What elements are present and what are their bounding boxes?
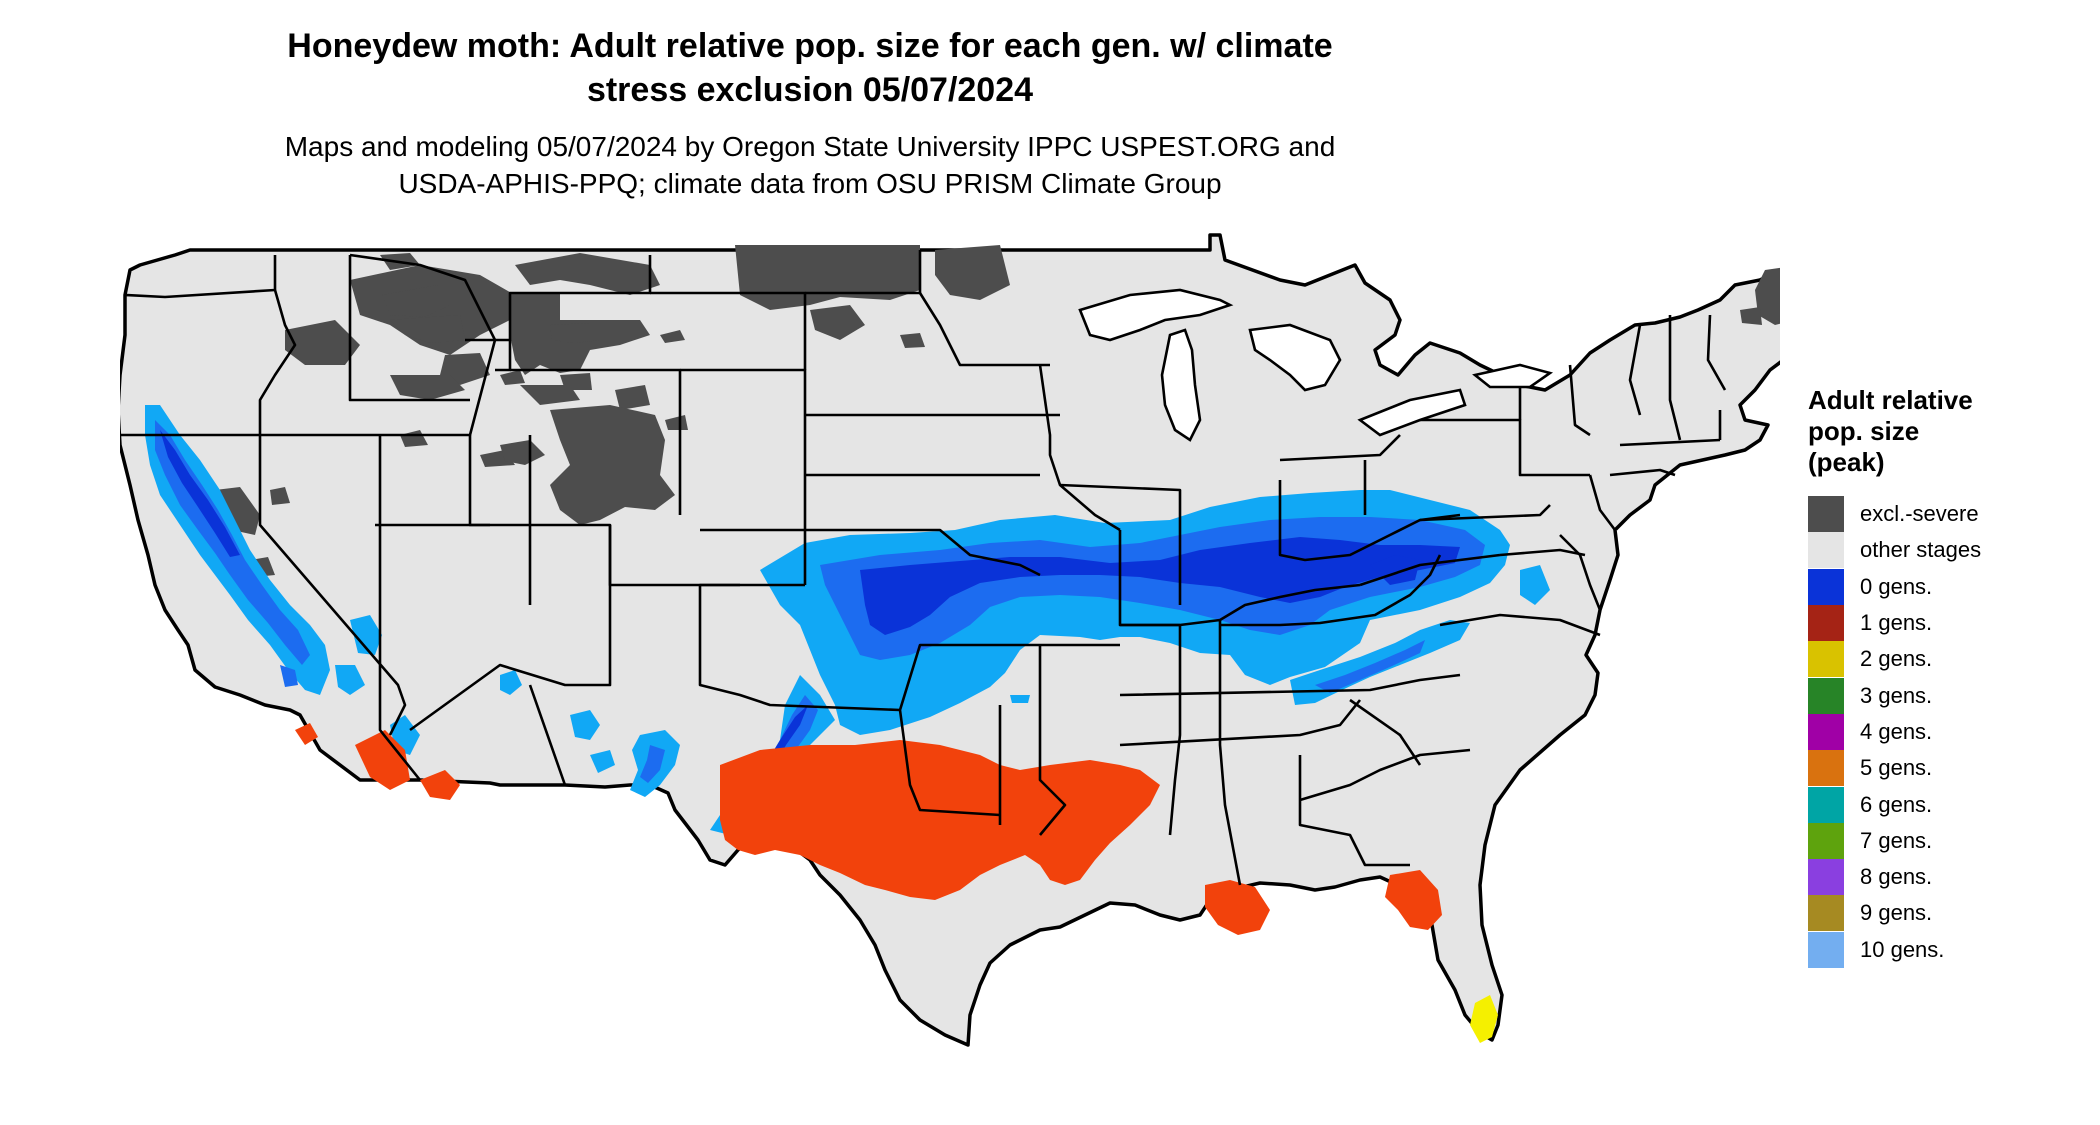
legend-title-line-1: Adult relative [1808,385,1973,415]
map-legend: Adult relative pop. size (peak) excl.-se… [1808,385,2088,968]
legend-title: Adult relative pop. size (peak) [1808,385,2088,478]
legend-item: 3 gens. [1808,677,2088,714]
south-florida-yellow-zone [1470,995,1498,1043]
legend-label: 7 gens. [1860,827,1933,853]
exclusion-zones [285,245,1780,467]
legend-swatch [1808,750,1844,787]
state-borders [120,250,1727,886]
legend-item: 0 gens. [1808,568,2088,605]
legend-label: 0 gens. [1860,573,1933,599]
gulf-coast-orange-zones [295,723,1442,935]
legend-swatch [1808,786,1844,823]
legend-item: 5 gens. [1808,750,2088,787]
legend-label: other stages [1860,537,1982,563]
legend-label: excl.-severe [1860,501,1979,527]
map-subtitle-line-2: USDA-APHIS-PPQ; climate data from OSU PR… [398,168,1222,199]
legend-item: 6 gens. [1808,786,2088,823]
legend-swatch [1808,532,1844,569]
us-population-map [120,233,1780,1047]
great-lakes [1078,288,1554,442]
legend-item: other stages [1808,532,2088,569]
appalachian-blue-zones [1290,565,1550,705]
legend-item: excl.-severe [1808,496,2088,533]
legend-label: 9 gens. [1860,900,1933,926]
legend-item: 4 gens. [1808,713,2088,750]
legend-item: 10 gens. [1808,931,2088,968]
legend-label: 2 gens. [1860,646,1933,672]
exclusion-wyoming [510,293,650,390]
legend-swatch [1808,895,1844,932]
legend-item: 1 gens. [1808,605,2088,642]
legend-swatch [1808,568,1844,605]
legend-item: 7 gens. [1808,822,2088,859]
legend-swatch [1808,677,1844,714]
legend-swatch [1808,859,1844,896]
blue-population-band [760,490,1510,735]
exclusion-colorado [500,405,675,525]
legend-item: 8 gens. [1808,859,2088,896]
legend-label: 3 gens. [1860,682,1933,708]
legend-label: 8 gens. [1860,864,1933,890]
map-subtitle-line-1: Maps and modeling 05/07/2024 by Oregon S… [284,131,1336,162]
legend-item: 2 gens. [1808,641,2088,678]
legend-swatch [1808,822,1844,859]
legend-label: 4 gens. [1860,718,1933,744]
legend-item: 9 gens. [1808,895,2088,932]
map-title-line-1: Honeydew moth: Adult relative pop. size … [287,27,1333,65]
legend-label: 1 gens. [1860,610,1933,636]
legend-swatch [1808,496,1844,533]
legend-title-line-3: (peak) [1808,447,1885,477]
legend-title-line-2: pop. size [1808,416,1920,446]
map-title-line-2: stress exclusion 05/07/2024 [586,71,1034,109]
legend-label: 10 gens. [1860,936,1945,962]
legend-swatch [1808,931,1844,968]
legend-swatch [1808,641,1844,678]
legend-swatch [1808,713,1844,750]
legend-items: excl.-severe other stages 0 gens. 1 gens. 2 … [1808,496,2088,968]
legend-label: 6 gens. [1860,791,1933,817]
legend-label: 5 gens. [1860,755,1933,781]
california-blue-zones [145,405,382,695]
legend-swatch [1808,605,1844,642]
